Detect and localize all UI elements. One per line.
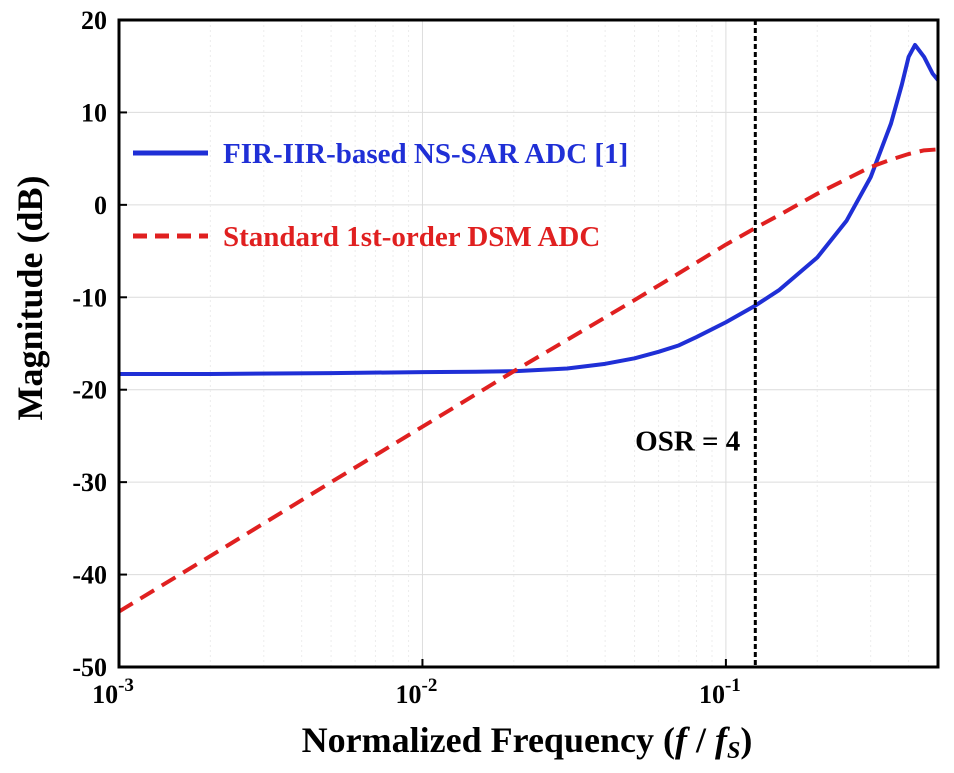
x-tick-labels: 10-3 10-2 10-1 bbox=[92, 659, 741, 709]
y-tick-label: 0 bbox=[94, 191, 107, 220]
y-tick-label: -50 bbox=[72, 653, 107, 682]
y-tick-label: -40 bbox=[72, 561, 107, 590]
legend-label-2: Standard 1st-order DSM ADC bbox=[223, 221, 600, 253]
y-tick-label: 10 bbox=[81, 98, 107, 127]
x-axis-label-fs: f bbox=[715, 720, 730, 760]
x-tick-label: 10-1 bbox=[699, 675, 741, 709]
legend: FIR-IIR-based NS-SAR ADC [1] Standard 1st… bbox=[133, 138, 628, 253]
x-axis-label-main: Normalized Frequency ( bbox=[302, 720, 675, 760]
x-axis-label-slash: / bbox=[687, 720, 715, 760]
osr-annotation: OSR = 4 bbox=[635, 426, 740, 458]
series-layer bbox=[119, 42, 938, 614]
series-line-2 bbox=[119, 147, 938, 614]
y-tick-labels: 20 10 0 -10 -20 -30 -40 -50 bbox=[72, 6, 127, 682]
y-tick-label: 20 bbox=[81, 6, 107, 35]
x-axis-label-close: ) bbox=[740, 720, 752, 760]
series-line-1 bbox=[119, 42, 938, 376]
grid bbox=[119, 20, 939, 667]
y-axis-label: Magnitude (dB) bbox=[10, 175, 50, 420]
y-tick-label: -20 bbox=[72, 376, 107, 405]
x-axis-label-f: f bbox=[675, 720, 690, 760]
x-axis-label: Normalized Frequency (f / fS) bbox=[302, 720, 753, 764]
y-tick-label: -30 bbox=[72, 468, 107, 497]
annotations: OSR = 4 bbox=[635, 426, 740, 458]
y-tick-label: -10 bbox=[72, 283, 107, 312]
x-tick-label: 10-2 bbox=[396, 675, 438, 709]
plot-frame bbox=[117, 18, 940, 669]
x-tick-label: 10-3 bbox=[92, 675, 134, 709]
legend-label-1: FIR-IIR-based NS-SAR ADC [1] bbox=[223, 138, 628, 170]
x-axis-label-sub: S bbox=[727, 738, 740, 764]
